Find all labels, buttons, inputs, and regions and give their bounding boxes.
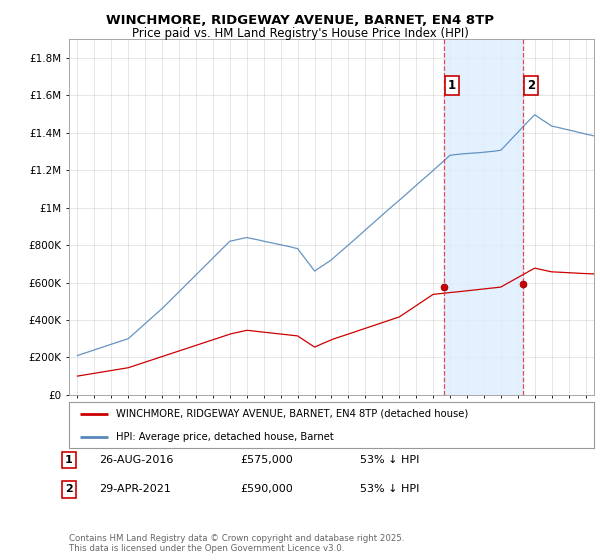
Text: 2: 2 <box>65 484 73 494</box>
Text: 2: 2 <box>527 79 535 92</box>
Text: HPI: Average price, detached house, Barnet: HPI: Average price, detached house, Barn… <box>116 432 334 441</box>
Text: Contains HM Land Registry data © Crown copyright and database right 2025.
This d: Contains HM Land Registry data © Crown c… <box>69 534 404 553</box>
Text: 1: 1 <box>448 79 455 92</box>
Text: £575,000: £575,000 <box>240 455 293 465</box>
Text: 53% ↓ HPI: 53% ↓ HPI <box>360 484 419 494</box>
Text: WINCHMORE, RIDGEWAY AVENUE, BARNET, EN4 8TP: WINCHMORE, RIDGEWAY AVENUE, BARNET, EN4 … <box>106 14 494 27</box>
Text: WINCHMORE, RIDGEWAY AVENUE, BARNET, EN4 8TP (detached house): WINCHMORE, RIDGEWAY AVENUE, BARNET, EN4 … <box>116 409 469 418</box>
Text: 29-APR-2021: 29-APR-2021 <box>99 484 171 494</box>
Text: 26-AUG-2016: 26-AUG-2016 <box>99 455 173 465</box>
Text: Price paid vs. HM Land Registry's House Price Index (HPI): Price paid vs. HM Land Registry's House … <box>131 27 469 40</box>
Text: 1: 1 <box>65 455 73 465</box>
Bar <box>444 39 523 395</box>
Text: 53% ↓ HPI: 53% ↓ HPI <box>360 455 419 465</box>
Text: £590,000: £590,000 <box>240 484 293 494</box>
